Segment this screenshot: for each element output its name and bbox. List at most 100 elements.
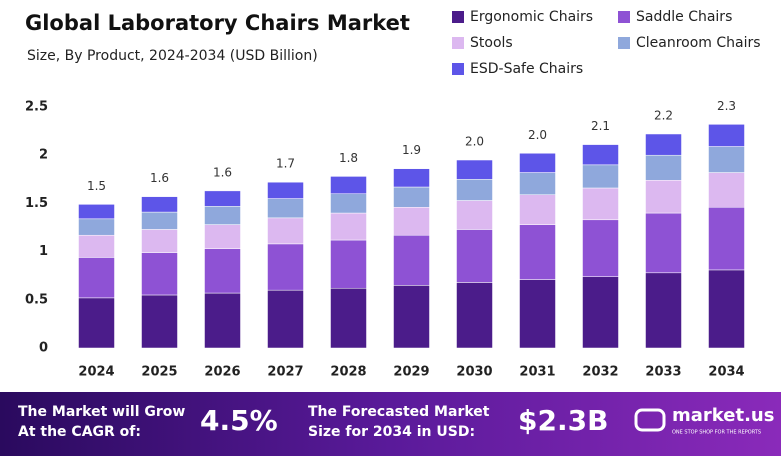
- bar-segment: [78, 204, 115, 220]
- bar-segment: [267, 217, 304, 245]
- total-label: 1.8: [339, 151, 358, 165]
- bar-segment: [456, 159, 493, 180]
- bar-segment: [393, 168, 430, 188]
- footer-banner: [0, 392, 781, 456]
- legend-swatch: [452, 63, 464, 75]
- x-tick-label: 2032: [582, 365, 618, 380]
- bar-segment: [519, 224, 556, 280]
- total-label: 2.1: [591, 119, 610, 133]
- y-tick-label: 1.5: [25, 196, 48, 211]
- bar-segment: [330, 287, 367, 349]
- bar-segment: [456, 200, 493, 230]
- bar-segment: [519, 194, 556, 225]
- bar-segment: [141, 196, 178, 213]
- bar-segment: [78, 297, 115, 349]
- bar-segment: [645, 180, 682, 214]
- chart-title: Global Laboratory Chairs Market: [25, 11, 410, 35]
- bar-segment: [708, 207, 745, 271]
- chart-subtitle: Size, By Product, 2024-2034 (USD Billion…: [27, 48, 318, 64]
- bar-segment: [330, 176, 367, 195]
- bar-segment: [78, 234, 115, 258]
- bar-segment: [204, 206, 241, 225]
- total-label: 1.5: [87, 179, 106, 193]
- bar-segment: [582, 187, 619, 221]
- forecast-label: The Forecasted Market: [308, 404, 490, 420]
- legend-swatch: [618, 37, 630, 49]
- bar-segment: [645, 133, 682, 156]
- y-tick-label: 0: [39, 341, 48, 356]
- x-tick-label: 2026: [204, 365, 240, 380]
- forecast-value: $2.3B: [518, 404, 608, 437]
- bar-segment: [204, 190, 241, 207]
- bar-segment: [204, 292, 241, 349]
- total-label: 2.3: [717, 99, 736, 113]
- bar-segment: [141, 252, 178, 296]
- bar-segment: [267, 181, 304, 199]
- legend-label: Stools: [470, 35, 513, 51]
- legend-label: Saddle Chairs: [636, 9, 732, 25]
- bar-segment: [519, 279, 556, 349]
- brand-logo: market.us ONE STOP SHOP FOR THE REPORTS: [634, 405, 774, 436]
- bar-segment: [393, 207, 430, 236]
- logo-icon: [634, 408, 666, 432]
- y-tick-label: 2: [39, 148, 48, 163]
- bar-segment: [267, 243, 304, 291]
- bar-segment: [78, 218, 115, 236]
- total-label: 2.0: [528, 128, 547, 142]
- x-tick-label: 2030: [456, 365, 492, 380]
- legend-swatch: [452, 11, 464, 23]
- bar-segment: [519, 153, 556, 173]
- y-tick-label: 1: [39, 244, 48, 259]
- total-label: 1.6: [213, 165, 232, 179]
- x-tick-label: 2029: [393, 365, 429, 380]
- bar-segment: [708, 269, 745, 349]
- bar-segment: [330, 193, 367, 214]
- bar-segment: [141, 294, 178, 349]
- y-tick-label: 2.5: [25, 100, 48, 115]
- bar-segment: [204, 248, 241, 294]
- bar-segment: [582, 144, 619, 166]
- bar-segment: [267, 289, 304, 349]
- brand-tagline: ONE STOP SHOP FOR THE REPORTS: [672, 430, 761, 436]
- x-tick-label: 2028: [330, 365, 366, 380]
- bar-segment: [645, 154, 682, 181]
- bar-segment: [141, 229, 178, 253]
- bar-segment: [204, 224, 241, 249]
- bar-segment: [456, 179, 493, 201]
- bar-segment: [393, 285, 430, 349]
- bar-segment: [645, 272, 682, 349]
- bar-segment: [456, 282, 493, 349]
- total-label: 1.7: [276, 157, 295, 171]
- bar-segment: [519, 172, 556, 195]
- y-tick-label: 0.5: [25, 292, 48, 307]
- total-label: 1.6: [150, 171, 169, 185]
- brand-name: market.us: [672, 405, 774, 426]
- cagr-label: At the CAGR of:: [18, 424, 141, 440]
- bar-segment: [582, 164, 619, 189]
- bar-segment: [708, 124, 745, 147]
- forecast-label: Size for 2034 in USD:: [308, 424, 475, 440]
- bar-segment: [582, 276, 619, 349]
- x-tick-label: 2027: [267, 365, 303, 380]
- x-tick-label: 2024: [78, 365, 114, 380]
- bar-segment: [330, 212, 367, 241]
- bar-segment: [141, 211, 178, 230]
- total-label: 2.0: [465, 135, 484, 149]
- x-tick-label: 2031: [519, 365, 555, 380]
- bar-segment: [393, 186, 430, 208]
- cagr-value: 4.5%: [200, 404, 278, 437]
- total-label: 1.9: [402, 143, 421, 157]
- bar-segment: [456, 229, 493, 283]
- x-tick-label: 2025: [141, 365, 177, 380]
- x-tick-label: 2033: [645, 365, 681, 380]
- bar-segment: [645, 212, 682, 274]
- legend-label: Cleanroom Chairs: [636, 35, 761, 51]
- legend-label: Ergonomic Chairs: [470, 9, 593, 25]
- bar-segment: [708, 172, 745, 208]
- legend-label: ESD-Safe Chairs: [470, 61, 583, 77]
- total-label: 2.2: [654, 108, 673, 122]
- bar-segment: [78, 257, 115, 299]
- bar-segment: [582, 219, 619, 277]
- cagr-label: The Market will Grow: [18, 404, 185, 420]
